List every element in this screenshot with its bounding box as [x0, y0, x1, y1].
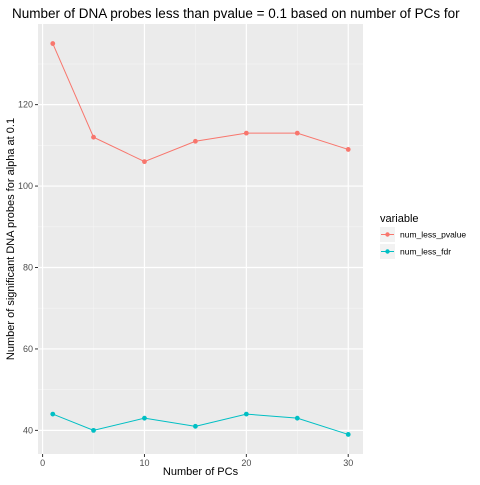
legend-title: variable — [380, 213, 419, 225]
data-point-num_less_pvalue — [142, 159, 147, 165]
legend-items: num_less_pvalue num_less_fdr — [380, 227, 466, 259]
x-tick-label: 0 — [40, 458, 45, 468]
series-layer — [50, 41, 351, 437]
legend-label-num_less_fdr: num_less_fdr — [400, 247, 451, 257]
y-tick-label: 120 — [18, 100, 33, 110]
y-tick-label: 40 — [23, 425, 33, 435]
grid-major — [38, 24, 363, 454]
y-axis-title: Number of significant DNA probes for alp… — [5, 118, 17, 360]
data-point-num_less_fdr — [294, 415, 300, 421]
plot-panel — [38, 24, 363, 454]
x-tick-label: 10 — [139, 458, 149, 468]
data-point-num_less_fdr — [142, 415, 147, 421]
data-point-num_less_pvalue — [91, 134, 96, 140]
axis-layer: 0 10 20 30 40 60 80 100 120 — [18, 100, 353, 468]
legend-key-point — [385, 232, 390, 237]
data-point-num_less_fdr — [50, 411, 56, 417]
data-point-num_less_pvalue — [193, 138, 198, 144]
grid-minor — [38, 24, 363, 454]
data-point-num_less_fdr — [193, 423, 198, 429]
y-tick-label: 60 — [23, 344, 33, 354]
legend: variable num_less_pvalue num_less_fdr — [380, 213, 466, 259]
x-tick-label: 20 — [241, 458, 251, 468]
data-point-num_less_fdr — [243, 411, 249, 417]
data-point-num_less_pvalue — [243, 130, 249, 136]
y-tick-label: 80 — [23, 263, 33, 273]
chart-title: Number of DNA probes less than pvalue = … — [12, 6, 460, 21]
x-axis-title: Number of PCs — [163, 466, 239, 478]
data-point-num_less_pvalue — [50, 41, 56, 46]
legend-key-point — [385, 249, 390, 254]
data-point-num_less_fdr — [91, 427, 96, 433]
data-point-num_less_fdr — [345, 432, 351, 437]
legend-label-num_less_pvalue: num_less_pvalue — [400, 230, 466, 240]
y-tick-label: 100 — [18, 181, 33, 191]
x-tick-label: 30 — [343, 458, 353, 468]
data-point-num_less_pvalue — [345, 147, 351, 152]
data-point-num_less_pvalue — [294, 130, 300, 136]
